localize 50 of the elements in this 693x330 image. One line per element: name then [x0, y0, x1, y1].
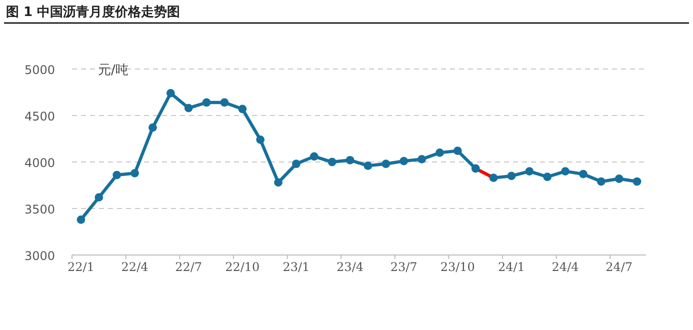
x-tick-label: 22/4	[121, 260, 149, 274]
point	[130, 168, 139, 178]
title: 图 1 中国沥青月度价格走势图	[6, 5, 180, 20]
point	[453, 146, 462, 156]
point	[292, 160, 300, 168]
point	[274, 178, 282, 187]
x-tick-label: 24/4	[552, 260, 580, 274]
y-tick-label: 3000	[24, 249, 55, 263]
x-tick-label: 22/1	[67, 260, 94, 274]
point	[76, 215, 86, 224]
x-tick-label: 22/7	[175, 260, 202, 274]
point	[382, 160, 390, 168]
point	[346, 156, 354, 164]
point	[202, 98, 211, 107]
point	[418, 155, 426, 164]
point	[94, 193, 104, 202]
x-tick-label: 22/10	[225, 260, 260, 274]
y-tick-label: 3500	[24, 202, 55, 216]
point	[436, 148, 444, 157]
point	[400, 156, 408, 166]
point	[364, 162, 372, 170]
y-tick-label: 5000	[24, 63, 55, 77]
point	[112, 170, 122, 180]
point	[489, 174, 498, 182]
point	[166, 88, 175, 98]
y-tick-label: 4000	[24, 156, 55, 170]
point	[525, 167, 534, 176]
y-tick-label: 4500	[24, 110, 55, 124]
x-tick-label: 23/4	[336, 260, 364, 274]
point	[471, 164, 480, 173]
point	[148, 123, 157, 132]
point	[238, 104, 247, 114]
point	[184, 104, 193, 112]
point	[614, 174, 624, 183]
point	[596, 177, 606, 186]
point	[507, 172, 516, 180]
point	[632, 177, 642, 186]
point	[256, 135, 265, 144]
point	[220, 98, 229, 107]
x-tick-label: 23/1	[282, 260, 310, 274]
x-tick-label: 23/7	[390, 260, 418, 274]
point	[579, 170, 588, 178]
x-tick-label: 24/1	[498, 260, 525, 274]
point	[310, 152, 318, 161]
x-tick-label: 23/10	[440, 260, 475, 274]
x-tick-label: 24/7	[606, 260, 633, 274]
point	[543, 172, 552, 182]
ylabel: 元/吨	[98, 63, 128, 78]
point	[561, 167, 570, 176]
point	[328, 158, 336, 166]
